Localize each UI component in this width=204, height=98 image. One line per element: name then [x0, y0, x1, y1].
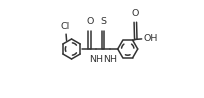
Text: O: O [131, 9, 139, 18]
Text: Cl: Cl [60, 22, 70, 31]
Text: S: S [100, 17, 106, 26]
Text: O: O [86, 17, 93, 26]
Text: NH: NH [102, 54, 116, 64]
Text: OH: OH [143, 34, 157, 43]
Text: NH: NH [89, 54, 103, 64]
